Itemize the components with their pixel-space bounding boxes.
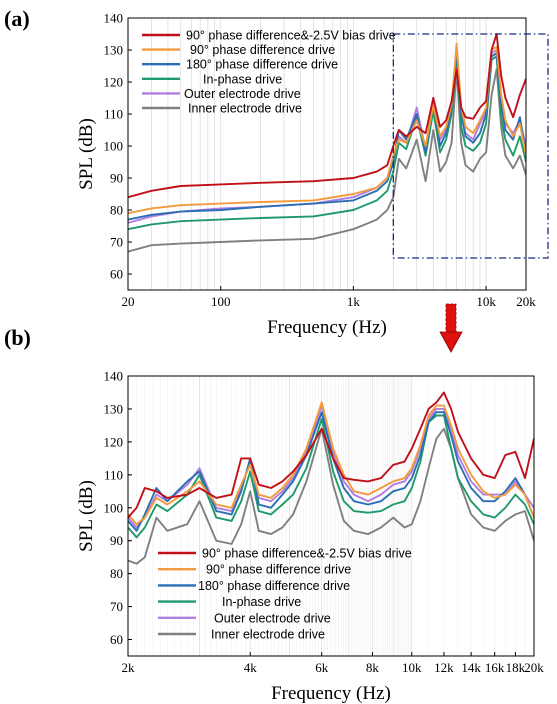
- x-tick-label: 4k: [244, 660, 258, 675]
- series-line-2: [128, 52, 526, 221]
- y-tick-label: 120: [104, 75, 124, 90]
- legend-entry-3: In-phase drive: [222, 595, 301, 609]
- y-tick-label: 130: [104, 43, 124, 58]
- legend-entry-2: 180° phase difference drive: [198, 579, 350, 593]
- y-axis-title: SPL (dB): [76, 480, 97, 552]
- legend: 90° phase difference&-2.5V bias drive90°…: [142, 29, 396, 116]
- plot-frame: [127, 17, 527, 291]
- y-tick-label: 110: [104, 107, 123, 122]
- series-lines: [128, 33, 526, 253]
- x-tick-label: 20k: [516, 294, 536, 309]
- y-axis: 60 70 80 90 100 110 120 130 140: [104, 11, 132, 282]
- legend-entry-4: Outer electrode drive: [184, 87, 301, 101]
- y-tick-label: 70: [110, 599, 123, 614]
- series-line-5: [128, 68, 526, 253]
- x-tick-label: 18k: [506, 660, 526, 675]
- y-tick-label: 90: [110, 533, 123, 548]
- y-tick-label: 60: [110, 267, 123, 282]
- series-lines: [128, 391, 534, 565]
- legend-entry-3: In-phase drive: [203, 72, 282, 86]
- x-tick-label: 16k: [485, 660, 505, 675]
- series-line-3: [128, 414, 534, 539]
- y-tick-label: 80: [110, 566, 123, 581]
- x-tick-label: 12k: [434, 660, 454, 675]
- legend-entry-1: 90° phase difference drive: [190, 43, 335, 57]
- x-tick-label: 20k: [524, 660, 544, 675]
- grid: [127, 18, 527, 290]
- x-tick-label: 14k: [461, 660, 481, 675]
- x-tick-label: 20: [122, 294, 135, 309]
- x-axis: 20 100 1k 10k 20k: [122, 286, 536, 309]
- x-axis: 2k 4k 6k 8k 10k 12k 14k 16k 18k 20k: [122, 652, 544, 675]
- y-tick-label: 60: [110, 632, 123, 647]
- series-line-1: [128, 401, 534, 526]
- legend-entry-5: Inner electrode drive: [211, 628, 325, 642]
- series-line-1: [128, 42, 526, 215]
- legend-entry-0: 90° phase difference&-2.5V bias drive: [202, 547, 412, 561]
- chart-b: 60 70 80 90 100 110 120 130 140 2k 4k 6k 8k 10k 12k 14k…: [76, 369, 544, 704]
- legend-entry-4: Outer electrode drive: [214, 611, 331, 625]
- legend-entry-5: Inner electrode drive: [188, 102, 302, 116]
- chart-a: 60 70 80 90 100 110 120 130 140 20 100 1k 10k 20k Freq…: [76, 11, 549, 338]
- plot-frame: [127, 375, 535, 657]
- x-tick-label: 8k: [366, 660, 380, 675]
- series-line-2: [128, 411, 534, 532]
- legend-entry-0: 90° phase difference&-2.5V bias drive: [186, 29, 396, 43]
- y-tick-label: 90: [110, 171, 123, 186]
- legend: 90° phase difference&-2.5V bias drive 90°…: [158, 547, 412, 642]
- x-axis-title: Frequency (Hz): [267, 317, 387, 338]
- x-tick-label: 10k: [402, 660, 422, 675]
- arrow-head: [439, 331, 463, 353]
- y-axis-title: SPL (dB): [76, 118, 97, 190]
- legend-entry-1: 90° phase difference drive: [206, 563, 351, 577]
- y-axis: 60 70 80 90 100 110 120 130 140: [104, 369, 132, 647]
- x-tick-label: 2k: [122, 660, 136, 675]
- zoom-arrow: [439, 303, 463, 353]
- series-line-4: [128, 45, 526, 224]
- y-tick-label: 110: [104, 467, 123, 482]
- x-tick-label: 10k: [476, 294, 496, 309]
- panel-label-b: (b): [4, 325, 31, 350]
- panel-label-a: (a): [4, 6, 30, 31]
- x-axis-title: Frequency (Hz): [271, 683, 391, 704]
- y-tick-label: 80: [110, 203, 123, 218]
- legend-entry-2: 180° phase difference drive: [186, 58, 338, 72]
- series-line-5: [128, 427, 534, 565]
- y-tick-label: 100: [104, 500, 124, 515]
- y-tick-label: 130: [104, 401, 124, 416]
- x-tick-label: 6k: [315, 660, 329, 675]
- y-tick-label: 70: [110, 235, 123, 250]
- y-tick-label: 100: [104, 139, 124, 154]
- y-tick-label: 140: [104, 369, 124, 384]
- x-tick-label: 1k: [347, 294, 361, 309]
- zoom-region-box: [392, 33, 549, 259]
- arrow-shaft: [445, 303, 457, 335]
- y-tick-label: 140: [104, 11, 124, 26]
- series-line-4: [128, 404, 534, 529]
- x-tick-label: 100: [211, 294, 231, 309]
- y-tick-label: 120: [104, 434, 124, 449]
- series-line-0: [128, 391, 534, 519]
